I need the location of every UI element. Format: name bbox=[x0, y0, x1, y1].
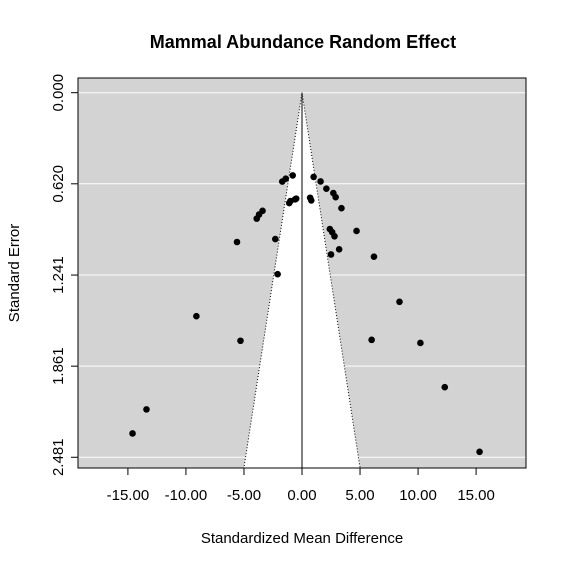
x-tick-label: -10.00 bbox=[165, 487, 208, 504]
data-point bbox=[441, 383, 449, 391]
y-axis: 0.000 0.620 1.241 1.861 2.481 bbox=[50, 74, 79, 476]
y-tick-label: 2.481 bbox=[50, 438, 67, 476]
data-point bbox=[417, 339, 424, 347]
data-point bbox=[292, 195, 300, 202]
data-point bbox=[476, 448, 483, 456]
data-point bbox=[335, 246, 343, 253]
x-tick-label: 15.00 bbox=[457, 487, 495, 504]
data-point bbox=[143, 406, 150, 413]
x-tick-label: 5.00 bbox=[345, 487, 374, 504]
y-tick-label: 0.000 bbox=[50, 74, 67, 112]
data-point bbox=[323, 185, 330, 192]
data-point bbox=[353, 227, 360, 235]
x-tick-label: 0.00 bbox=[287, 487, 316, 504]
data-point bbox=[193, 312, 200, 320]
data-point bbox=[289, 172, 297, 179]
data-point bbox=[282, 175, 290, 182]
data-point bbox=[331, 232, 338, 240]
data-point bbox=[237, 337, 244, 345]
y-tick-label: 0.620 bbox=[50, 165, 67, 203]
x-tick-label: -15.00 bbox=[107, 487, 150, 504]
x-tick-label: 10.00 bbox=[399, 487, 437, 504]
data-point bbox=[327, 251, 335, 258]
chart-title: Mammal Abundance Random Effect bbox=[150, 32, 456, 52]
data-point bbox=[338, 204, 345, 212]
x-axis-label: Standardized Mean Difference bbox=[201, 530, 403, 547]
data-point bbox=[368, 336, 375, 344]
data-point bbox=[259, 207, 266, 215]
data-points bbox=[129, 172, 483, 456]
data-point bbox=[317, 178, 324, 185]
data-point bbox=[233, 238, 241, 246]
data-point bbox=[370, 253, 378, 260]
data-point bbox=[396, 298, 403, 306]
y-tick-label: 1.241 bbox=[50, 256, 67, 294]
x-axis: -15.00 -10.00 -5.00 0.00 5.00 10.00 15.00 bbox=[107, 467, 495, 504]
y-tick-label: 1.861 bbox=[50, 347, 67, 385]
data-point bbox=[310, 173, 317, 181]
data-point bbox=[307, 197, 315, 204]
y-axis-label: Standard Error bbox=[6, 224, 23, 322]
x-tick-label: -5.00 bbox=[227, 487, 261, 504]
data-point bbox=[272, 235, 279, 243]
data-point bbox=[332, 193, 339, 201]
data-point bbox=[129, 430, 136, 437]
data-point bbox=[274, 270, 281, 278]
